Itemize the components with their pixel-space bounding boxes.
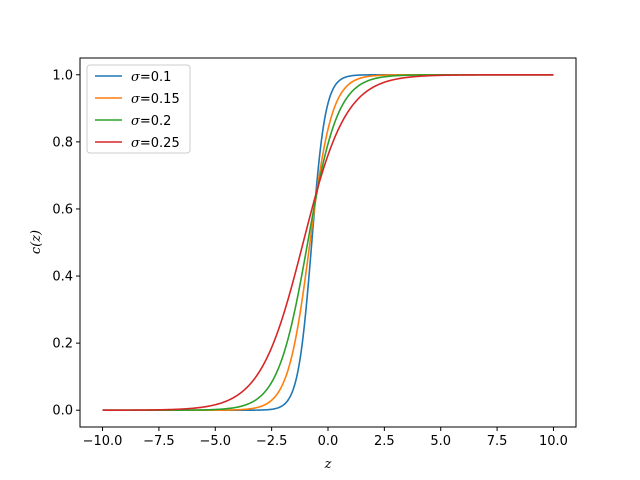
x-tick-label: 7.5 xyxy=(487,434,508,449)
legend-items: σ=0.1 σ=0.15 σ=0.2 σ=0.25 xyxy=(95,70,180,151)
x-tick-label: 0.0 xyxy=(318,434,339,449)
x-tick-label: 2.5 xyxy=(374,434,395,449)
legend-label-2: σ=0.15 xyxy=(131,92,180,107)
series-line-4 xyxy=(102,73,554,412)
legend-label-1: σ=0.1 xyxy=(131,70,171,85)
y-axis-ticks: 0.0 0.2 0.4 0.6 0.8 1.0 xyxy=(52,68,80,419)
x-tick-label: 10.0 xyxy=(539,434,568,449)
y-tick-label: 0.6 xyxy=(52,202,73,217)
y-tick-label: 0.0 xyxy=(52,404,73,419)
y-axis-label: c(z) xyxy=(29,230,44,254)
x-axis-label: z xyxy=(324,457,332,472)
x-axis-ticks: −10.0 −7.5 −5.0 −2.5 0.0 2.5 5.0 7.5 10.0 xyxy=(83,427,568,449)
x-tick-label: −7.5 xyxy=(143,434,175,449)
x-tick-label: −5.0 xyxy=(199,434,231,449)
plot-lines xyxy=(102,73,554,412)
legend-label-4: σ=0.25 xyxy=(131,136,180,151)
y-tick-label: 1.0 xyxy=(52,68,73,83)
x-tick-label: −10.0 xyxy=(83,434,123,449)
legend-box xyxy=(86,64,191,154)
legend-label-3: σ=0.2 xyxy=(131,114,171,129)
y-tick-label: 0.2 xyxy=(52,337,73,352)
legend: σ=0.1 σ=0.15 σ=0.2 σ=0.25 xyxy=(86,64,191,154)
x-tick-label: −2.5 xyxy=(256,434,288,449)
y-tick-label: 0.8 xyxy=(52,135,73,150)
x-tick-label: 5.0 xyxy=(430,434,451,449)
y-tick-label: 0.4 xyxy=(52,270,73,285)
